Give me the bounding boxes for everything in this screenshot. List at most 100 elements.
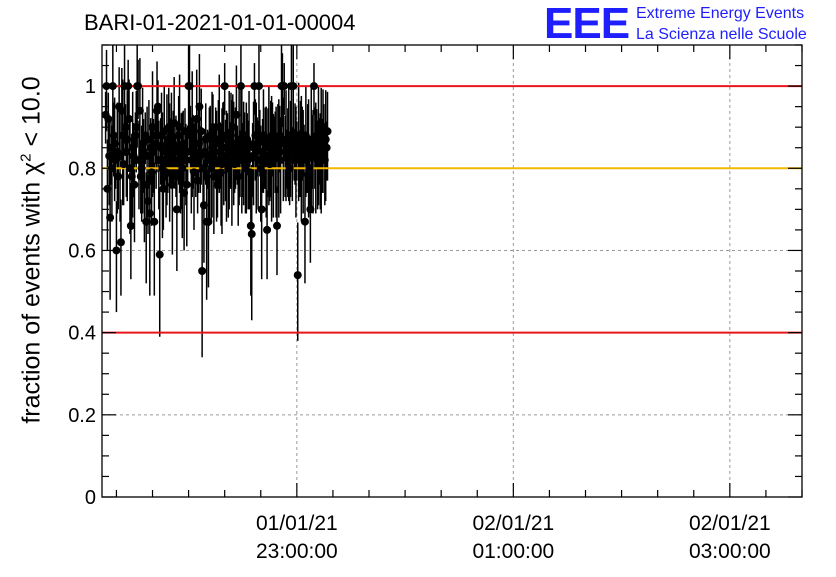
data-point [170, 119, 179, 128]
data-point [134, 82, 143, 91]
data-point [185, 82, 194, 91]
data-point [180, 188, 189, 197]
x-tick-label-date: 02/01/21 [472, 512, 554, 535]
eee-logo: EEE Extreme Energy Events La Scienza nel… [544, 2, 834, 46]
data-point [257, 205, 266, 214]
chart-title: BARI-01-2021-01-01-00004 [84, 10, 356, 35]
data-point [138, 139, 147, 148]
data-point [114, 172, 123, 181]
data-point [247, 230, 256, 239]
data-point [274, 147, 283, 156]
data-point [309, 82, 318, 91]
data-point [246, 221, 255, 230]
data-point [167, 131, 176, 140]
data-point [149, 147, 158, 156]
data-point [116, 151, 125, 160]
data-point [145, 209, 154, 218]
data-point [143, 151, 152, 160]
data-point [228, 123, 237, 132]
data-point [193, 176, 202, 185]
y-axis-label-chi: χ [17, 161, 46, 175]
data-point [205, 156, 214, 165]
data-point [320, 156, 329, 165]
data-point [182, 180, 191, 189]
data-point [208, 123, 217, 132]
x-tick-label-time: 03:00:00 [689, 540, 771, 563]
data-point [194, 139, 203, 148]
data-point [123, 135, 132, 144]
logo-line-1: Extreme Energy Events [636, 5, 805, 22]
data-point [289, 82, 298, 91]
data-point [195, 102, 204, 111]
data-point [104, 114, 113, 123]
data-point [217, 168, 226, 177]
data-point [122, 147, 131, 156]
y-tick-label: 0.4 [68, 323, 96, 345]
data-point [151, 131, 160, 140]
data-point [285, 164, 294, 173]
data-point [254, 82, 263, 91]
data-point [302, 156, 311, 165]
data-point [284, 131, 293, 140]
data-point [224, 164, 233, 173]
data-point [245, 168, 254, 177]
y-tick-label: 0.2 [68, 405, 96, 427]
data-point [190, 168, 199, 177]
data-point [262, 151, 271, 160]
x-tick-label-time: 01:00:00 [472, 540, 554, 563]
data-point [321, 135, 330, 144]
data-point [183, 147, 192, 156]
data-point [171, 156, 180, 165]
y-tick-label: 1 [85, 76, 96, 98]
data-point [174, 131, 183, 140]
error-bars-layer [104, 45, 329, 358]
data-point [206, 131, 215, 140]
y-tick-label: 0.6 [68, 240, 96, 262]
data-point [252, 147, 261, 156]
data-point [275, 131, 284, 140]
axis-ticks-layer [102, 44, 803, 498]
reference-lines-layer [102, 85, 802, 334]
data-point [242, 147, 251, 156]
data-point [199, 201, 208, 210]
data-point [212, 156, 221, 165]
data-point [112, 246, 121, 255]
data-point [220, 82, 229, 91]
data-point [136, 172, 145, 181]
data-point [148, 123, 157, 132]
data-point [128, 143, 137, 152]
data-point [293, 271, 302, 280]
y-tick-label: 0.8 [68, 158, 96, 180]
data-point [117, 106, 126, 115]
y-tick-label: 0 [85, 487, 96, 509]
logo-line-2: La Scienza nelle Scuole [636, 26, 807, 43]
data-point [132, 123, 141, 132]
tick-labels-layer: 0 0.2 0.4 0.6 0.8 1 01/01/21 23:00:00 02/01/21 01… [68, 76, 771, 563]
data-point [150, 217, 159, 226]
data-point [110, 139, 119, 148]
y-axis-label: fraction of events with χ2 < 10.0 [17, 76, 46, 423]
data-point [142, 217, 151, 226]
data-point [144, 135, 153, 144]
data-point [204, 217, 213, 226]
data-point [140, 180, 149, 189]
data-point [232, 110, 241, 119]
data-point [180, 127, 189, 136]
data-point [154, 156, 163, 165]
data-point [125, 164, 134, 173]
logo-mark: EEE [544, 0, 630, 48]
data-point [209, 172, 218, 181]
y-axis-label-sup: 2 [17, 153, 35, 162]
data-point [259, 131, 268, 140]
data-point [300, 217, 309, 226]
data-point [301, 131, 310, 140]
data-point [124, 82, 133, 91]
data-point [178, 164, 187, 173]
data-point [179, 139, 188, 148]
data-point [105, 151, 114, 160]
data-point [173, 143, 182, 152]
data-point [198, 267, 207, 275]
data-point [137, 164, 146, 173]
